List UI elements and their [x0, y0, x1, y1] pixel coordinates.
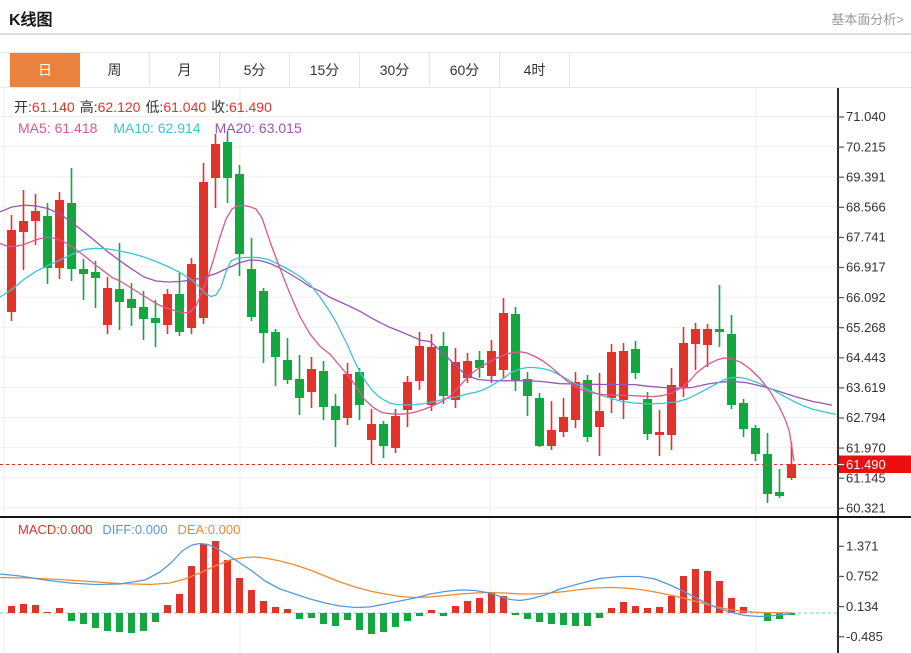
svg-text:66.917: 66.917	[846, 260, 886, 275]
svg-text:61.145: 61.145	[846, 470, 886, 485]
svg-text:71.040: 71.040	[846, 109, 886, 124]
svg-text:0.134: 0.134	[846, 599, 879, 614]
svg-text:70.215: 70.215	[846, 139, 886, 154]
svg-text:68.566: 68.566	[846, 200, 886, 215]
svg-text:61.970: 61.970	[846, 440, 886, 455]
svg-text:65.268: 65.268	[846, 320, 886, 335]
svg-text:1.371: 1.371	[846, 539, 879, 554]
svg-text:0.752: 0.752	[846, 569, 879, 584]
svg-text:64.443: 64.443	[846, 350, 886, 365]
svg-text:60.321: 60.321	[846, 501, 886, 516]
svg-text:62.794: 62.794	[846, 410, 886, 425]
svg-text:63.619: 63.619	[846, 380, 886, 395]
svg-text:67.741: 67.741	[846, 230, 886, 245]
svg-text:-0.485: -0.485	[846, 629, 883, 644]
svg-text:66.092: 66.092	[846, 290, 886, 305]
svg-text:61.490: 61.490	[846, 457, 886, 472]
svg-text:69.391: 69.391	[846, 169, 886, 184]
